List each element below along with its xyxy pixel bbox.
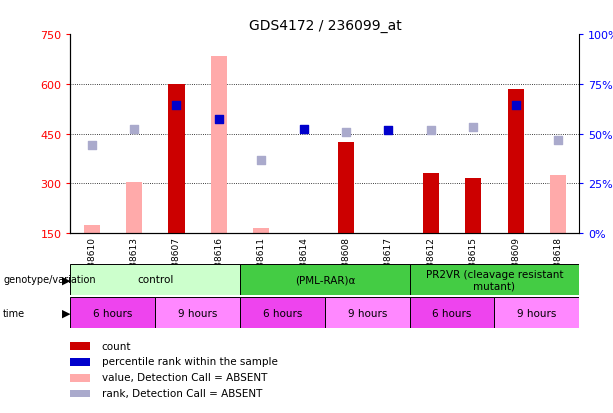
Bar	[495, 297, 579, 328]
Text: genotype/variation: genotype/variation	[3, 275, 96, 285]
Text: ▶: ▶	[62, 308, 70, 318]
Point	[129, 126, 139, 133]
Text: percentile rank within the sample: percentile rank within the sample	[102, 356, 278, 366]
Text: control: control	[137, 275, 173, 285]
Bar	[325, 297, 409, 328]
Bar	[240, 297, 325, 328]
Text: (PML-RAR)α: (PML-RAR)α	[295, 275, 355, 285]
Bar	[253, 228, 269, 233]
Text: ▶: ▶	[62, 275, 70, 285]
Bar	[70, 389, 90, 397]
Point	[256, 157, 266, 164]
Point	[299, 126, 308, 133]
Bar	[409, 264, 579, 295]
Text: count: count	[102, 341, 131, 351]
Point	[384, 128, 394, 134]
Bar	[550, 176, 566, 233]
Point	[553, 138, 563, 144]
Text: 6 hours: 6 hours	[263, 308, 302, 318]
Text: PR2VR (cleavage resistant
mutant): PR2VR (cleavage resistant mutant)	[426, 269, 563, 291]
Text: 9 hours: 9 hours	[517, 308, 557, 318]
Point	[468, 124, 478, 131]
Text: 9 hours: 9 hours	[348, 308, 387, 318]
Bar	[70, 374, 90, 382]
Point	[426, 128, 436, 134]
Bar	[126, 182, 142, 233]
Bar	[169, 85, 185, 233]
Point	[87, 142, 97, 149]
Bar	[508, 90, 524, 233]
Point	[511, 103, 520, 109]
Bar	[83, 225, 100, 233]
Point	[214, 116, 224, 123]
Bar	[70, 358, 90, 366]
Text: value, Detection Call = ABSENT: value, Detection Call = ABSENT	[102, 372, 267, 382]
Point	[341, 129, 351, 136]
Bar	[70, 342, 90, 350]
Bar	[240, 264, 409, 295]
Text: 6 hours: 6 hours	[432, 308, 472, 318]
Bar	[70, 264, 240, 295]
Bar	[423, 174, 439, 233]
Bar	[70, 297, 155, 328]
Bar	[338, 142, 354, 233]
Title: GDS4172 / 236099_at: GDS4172 / 236099_at	[248, 19, 402, 33]
Bar	[211, 57, 227, 233]
Text: time: time	[3, 308, 25, 318]
Bar	[465, 179, 481, 233]
Text: 9 hours: 9 hours	[178, 308, 218, 318]
Point	[172, 103, 181, 109]
Text: rank, Detection Call = ABSENT: rank, Detection Call = ABSENT	[102, 388, 262, 398]
Text: 6 hours: 6 hours	[93, 308, 132, 318]
Bar	[409, 297, 495, 328]
Bar	[155, 297, 240, 328]
